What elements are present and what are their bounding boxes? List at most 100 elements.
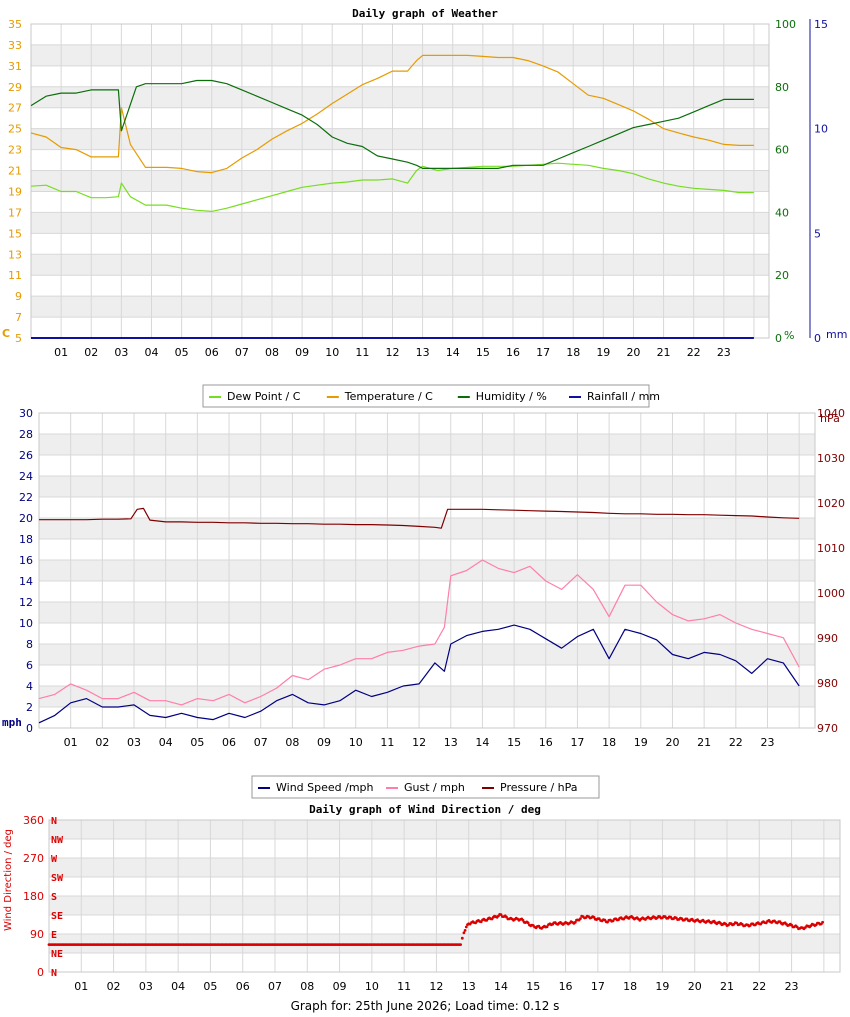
y-tick-temperature: 27	[8, 102, 22, 115]
compass-label: N	[51, 816, 57, 827]
x-tick-label: 11	[355, 346, 369, 359]
x-tick-label: 22	[729, 736, 743, 749]
compass-label: SE	[51, 911, 63, 922]
x-tick-label: 10	[349, 736, 363, 749]
series-line-pressure	[39, 507, 800, 529]
x-tick-label: 20	[688, 980, 702, 993]
y-tick-rainfall: 15	[814, 18, 828, 31]
x-tick-label: 12	[412, 736, 426, 749]
x-tick-label: 08	[300, 980, 314, 993]
chart-title-wind-direction: Daily graph of Wind Direction / deg	[309, 803, 541, 816]
direction-point	[573, 920, 577, 924]
x-tick-label: 07	[254, 736, 268, 749]
x-tick-label: 01	[54, 346, 68, 359]
y-tick-direction: 180	[23, 890, 44, 903]
y-tick-rainfall: 5	[814, 227, 821, 240]
x-tick-label: 16	[559, 980, 573, 993]
x-tick-label: 22	[752, 980, 766, 993]
y-tick-temperature: 21	[8, 165, 22, 178]
direction-point	[579, 917, 582, 920]
x-tick-label: 17	[570, 736, 584, 749]
y-tick-humidity: 20	[775, 269, 789, 282]
x-tick-label: 11	[397, 980, 411, 993]
y-tick-wind: 10	[19, 617, 33, 630]
legend-label: Rainfall / mm	[587, 390, 660, 403]
x-tick-label: 05	[190, 736, 204, 749]
y-tick-pressure: 970	[817, 722, 838, 735]
x-tick-label: 10	[365, 980, 379, 993]
x-tick-label: 22	[687, 346, 701, 359]
x-tick-label: 06	[236, 980, 250, 993]
y-tick-wind: 22	[19, 491, 33, 504]
x-tick-label: 05	[175, 346, 189, 359]
x-tick-label: 15	[507, 736, 521, 749]
series-line-temperature	[30, 54, 754, 174]
x-tick-label: 19	[655, 980, 669, 993]
x-tick-label: 07	[235, 346, 249, 359]
y-tick-wind: 16	[19, 554, 33, 567]
grid-band-3	[49, 896, 840, 915]
y-tick-pressure: 1010	[817, 542, 845, 555]
legend-label: Humidity / %	[476, 390, 547, 403]
y-tick-wind: 6	[26, 659, 33, 672]
grid-band-2	[39, 476, 815, 497]
y-tick-pressure: 990	[817, 632, 838, 645]
x-tick-label: 08	[285, 736, 299, 749]
y-unit-pressure: hPa	[820, 412, 840, 425]
grid-band-2	[39, 686, 815, 707]
compass-label: N	[51, 968, 57, 979]
y-tick-wind: 12	[19, 596, 33, 609]
y-tick-wind: 26	[19, 449, 33, 462]
y-tick-temperature: 33	[8, 39, 22, 52]
y-tick-humidity: 60	[775, 144, 789, 157]
x-tick-label: 15	[476, 346, 490, 359]
x-tick-label: 08	[265, 346, 279, 359]
y-tick-wind: 30	[19, 407, 33, 420]
chart-title-weather: Daily graph of Weather	[352, 7, 498, 20]
x-tick-label: 13	[462, 980, 476, 993]
grid-band-3	[49, 820, 840, 839]
series-line-dew	[30, 162, 754, 212]
x-tick-label: 14	[446, 346, 460, 359]
grid-band-1	[31, 254, 769, 276]
y-tick-wind: 14	[19, 575, 33, 588]
x-tick-label: 13	[416, 346, 430, 359]
grid-band-1	[31, 296, 769, 318]
y-tick-direction: 90	[30, 928, 44, 941]
grid-band-3	[49, 858, 840, 877]
x-tick-label: 09	[317, 736, 331, 749]
legend-label: Temperature / C	[344, 390, 433, 403]
y-tick-rainfall: 0	[814, 332, 821, 345]
y-tick-wind: 4	[26, 680, 33, 693]
x-tick-label: 04	[171, 980, 185, 993]
x-tick-label: 21	[697, 736, 711, 749]
y-tick-wind: 20	[19, 512, 33, 525]
y-tick-temperature: 17	[8, 206, 22, 219]
grid-band-1	[31, 128, 769, 150]
plot-border-3	[48, 819, 841, 973]
y-tick-humidity: 40	[775, 206, 789, 219]
y-tick-rainfall: 10	[814, 123, 828, 136]
y-tick-wind: 0	[26, 722, 33, 735]
x-tick-label: 02	[107, 980, 121, 993]
x-tick-label: 09	[333, 980, 347, 993]
x-tick-label: 05	[203, 980, 217, 993]
x-tick-label: 10	[325, 346, 339, 359]
y-tick-wind: 8	[26, 638, 33, 651]
grid-band-2	[39, 560, 815, 581]
x-tick-label: 17	[591, 980, 605, 993]
grid-band-2	[39, 434, 815, 455]
direction-point	[460, 936, 464, 940]
x-tick-label: 17	[536, 346, 550, 359]
x-tick-label: 20	[626, 346, 640, 359]
direction-point	[499, 913, 503, 916]
y-tick-temperature: 19	[8, 185, 22, 198]
y-axis-label-direction: Wind Direction / deg	[3, 829, 14, 931]
grid-band-1	[31, 44, 769, 66]
y-tick-temperature: 25	[8, 123, 22, 136]
x-tick-label: 19	[596, 346, 610, 359]
y-tick-direction: 360	[23, 814, 44, 827]
x-tick-label: 09	[295, 346, 309, 359]
y-tick-pressure: 1020	[817, 497, 845, 510]
x-tick-label: 23	[760, 736, 774, 749]
